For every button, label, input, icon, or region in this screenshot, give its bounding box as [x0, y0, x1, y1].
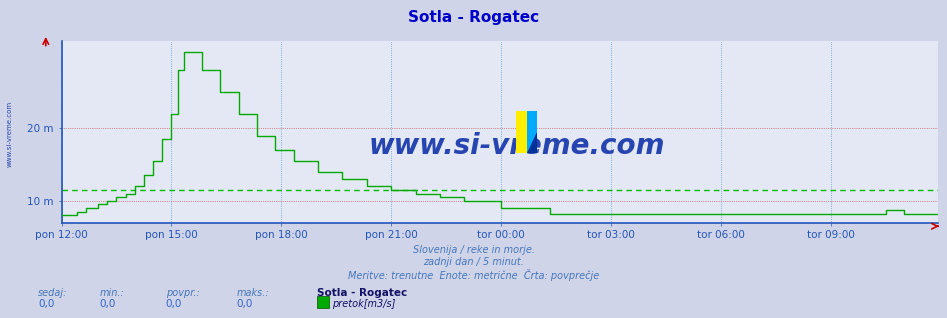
Text: pretok[m3/s]: pretok[m3/s]: [332, 299, 396, 309]
Text: Slovenija / reke in morje.: Slovenija / reke in morje.: [413, 245, 534, 255]
Text: 0,0: 0,0: [166, 299, 182, 309]
Text: povpr.:: povpr.:: [166, 287, 200, 298]
Text: Sotla - Rogatec: Sotla - Rogatec: [408, 10, 539, 25]
Text: www.si-vreme.com: www.si-vreme.com: [7, 100, 12, 167]
Text: Meritve: trenutne  Enote: metrične  Črta: povprečje: Meritve: trenutne Enote: metrične Črta: …: [348, 269, 599, 281]
Bar: [527, 111, 537, 153]
Text: www.si-vreme.com: www.si-vreme.com: [368, 133, 666, 161]
Polygon shape: [527, 132, 537, 153]
Text: min.:: min.:: [99, 287, 124, 298]
Bar: [516, 111, 527, 153]
Text: 0,0: 0,0: [38, 299, 54, 309]
Text: zadnji dan / 5 minut.: zadnji dan / 5 minut.: [423, 257, 524, 267]
Text: sedaj:: sedaj:: [38, 287, 67, 298]
Text: Sotla - Rogatec: Sotla - Rogatec: [317, 287, 407, 298]
Text: 0,0: 0,0: [99, 299, 116, 309]
Text: 0,0: 0,0: [237, 299, 253, 309]
Text: maks.:: maks.:: [237, 287, 269, 298]
